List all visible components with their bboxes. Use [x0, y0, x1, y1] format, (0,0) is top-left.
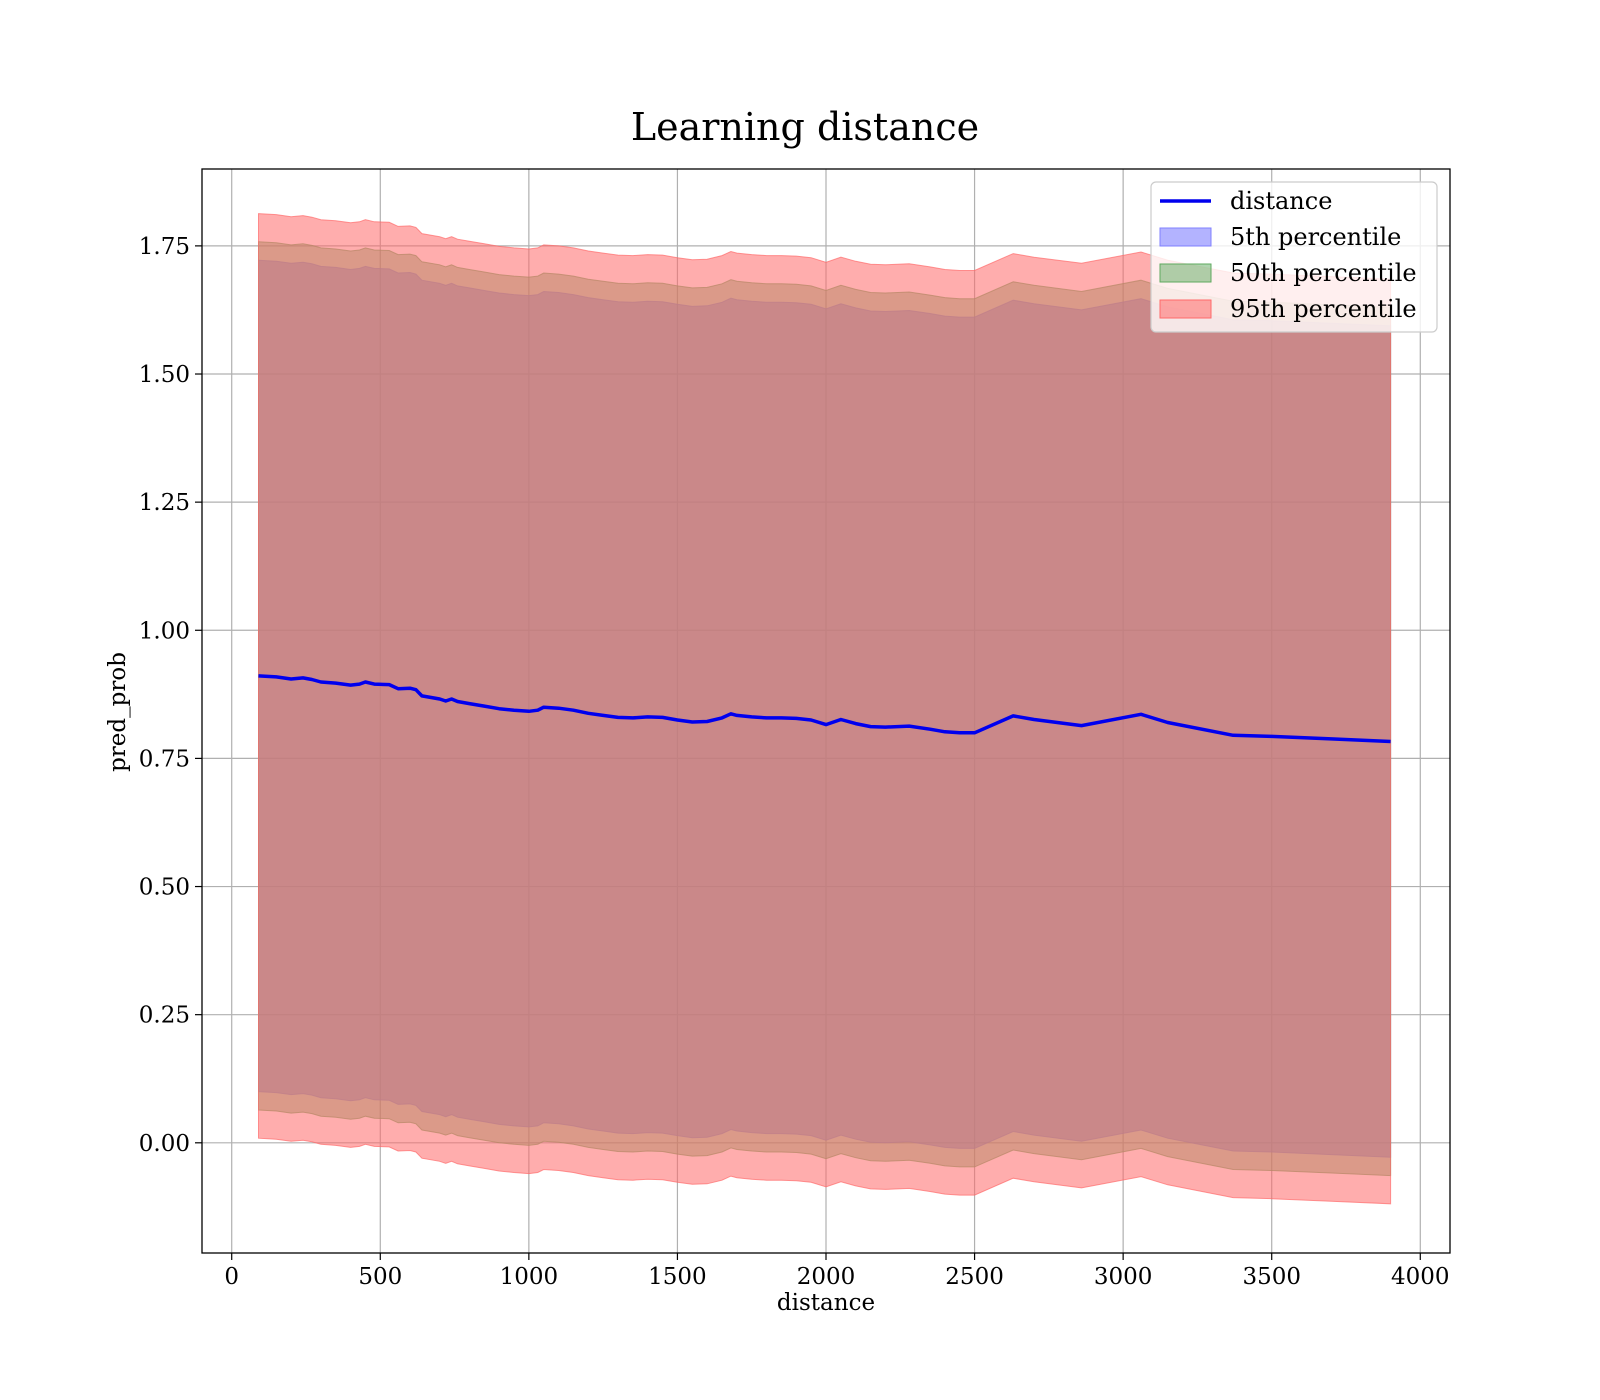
legend-label: 50th percentile [1230, 259, 1417, 287]
legend-swatch-band [1159, 299, 1212, 319]
y-axis-label: pred_prob [105, 652, 131, 772]
y-tick-label: 1.50 [139, 362, 190, 388]
x-tick-label: 3000 [1094, 1264, 1153, 1290]
y-tick-label: 0.50 [139, 875, 190, 901]
legend-label: 95th percentile [1230, 295, 1417, 323]
line-layer [258, 674, 1391, 744]
legend-swatch-band [1159, 263, 1212, 283]
legend: distance 5th percentile 50th percentile 95t… [1150, 181, 1438, 333]
x-tick-label: 2000 [797, 1264, 856, 1290]
y-tick-label: 1.00 [139, 618, 190, 644]
legend-label: 5th percentile [1230, 223, 1401, 251]
band-95th-percentile [258, 213, 1392, 1205]
y-axis: 0.00 0.25 0.50 0.75 1.00 1.25 1.50 1.75 [139, 234, 202, 1157]
x-tick-label: 2500 [945, 1264, 1004, 1290]
y-tick-label: 0.75 [139, 746, 190, 772]
x-axis: 0 500 1000 1500 2000 2500 3000 3500 4000 [224, 1253, 1450, 1290]
x-tick-label: 1000 [500, 1264, 559, 1290]
y-tick-label: 1.75 [139, 234, 190, 260]
series-line-distance [258, 674, 1391, 744]
x-tick-label: 500 [358, 1264, 402, 1290]
x-axis-label: distance [777, 1290, 875, 1316]
band-layer [258, 213, 1392, 1205]
x-tick-label: 3500 [1242, 1264, 1301, 1290]
legend-label: distance [1230, 187, 1332, 215]
y-tick-label: 1.25 [139, 490, 190, 516]
legend-swatch-band [1159, 227, 1212, 247]
x-tick-label: 0 [224, 1264, 239, 1290]
x-tick-label: 1500 [648, 1264, 707, 1290]
y-tick-label: 0.00 [139, 1131, 190, 1157]
chart-title: Learning distance [631, 105, 979, 149]
y-tick-label: 0.25 [139, 1003, 190, 1029]
x-tick-label: 4000 [1391, 1264, 1450, 1290]
legend-box [1150, 181, 1438, 333]
